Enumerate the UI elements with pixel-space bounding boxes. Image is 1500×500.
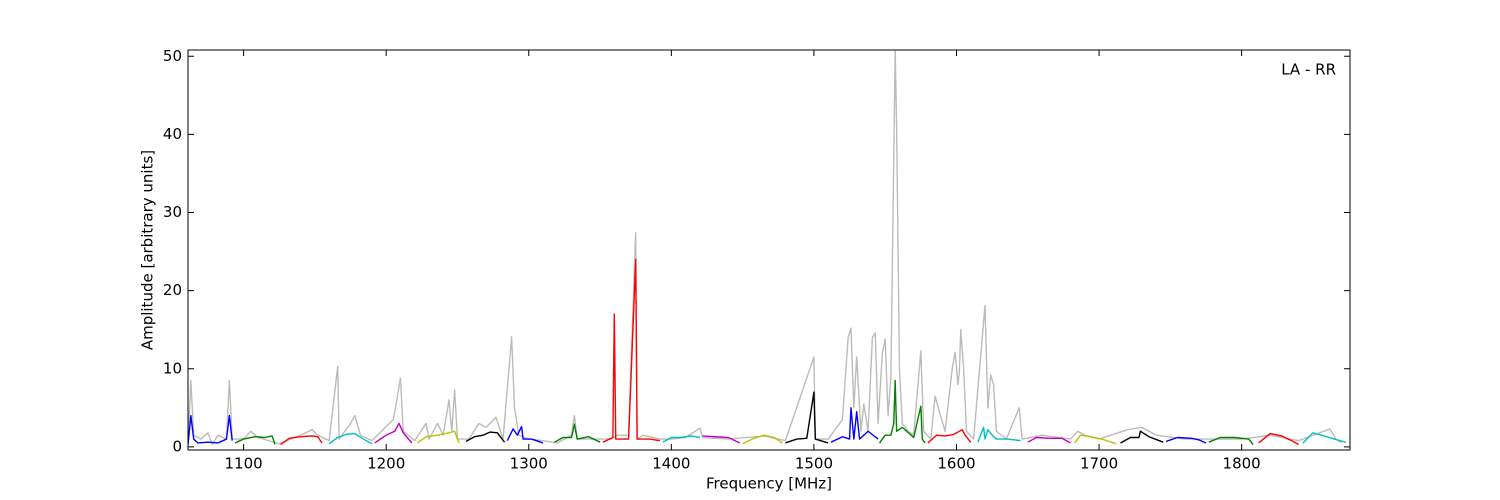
x-tick-label: 1700 [1080,455,1118,473]
data-line [465,431,506,443]
data-line [878,379,926,444]
x-tick-label: 1800 [1223,455,1261,473]
data-line [554,423,601,443]
data-line [742,434,783,445]
y-tick-label: 20 [163,281,182,299]
x-axis-label: Frequency [MHz] [706,475,832,493]
data-line [785,391,829,444]
data-line [1074,434,1117,445]
data-line [702,435,741,444]
x-tick-label: 1300 [510,455,548,473]
y-tick-label: 30 [163,203,182,221]
data-line [1208,436,1254,445]
data-line [234,435,276,445]
data-line [927,428,972,444]
data-line [188,50,1342,446]
data-line [830,407,879,443]
y-tick-label: 0 [172,437,182,455]
annotation: LA - RR [1281,61,1336,79]
data-line [1120,430,1164,444]
x-tick-label: 1500 [795,455,833,473]
x-tick-label: 1400 [652,455,690,473]
x-tick-label: 1100 [225,455,263,473]
data-line [280,435,323,446]
y-tick-label: 40 [163,125,182,143]
y-axis-label: Amplitude [arbitrary units] [139,150,157,350]
y-tick-label: 50 [163,47,182,65]
data-line [188,414,233,445]
data-line [374,422,413,444]
y-tick-label: 10 [163,359,182,377]
data-line [417,430,460,444]
data-line [1258,432,1300,446]
data-line [602,258,661,443]
data-line [328,432,373,445]
plot-area [188,50,1346,446]
data-line [1302,432,1346,444]
data-line [662,435,700,443]
data-line [977,426,1021,443]
data-line [1165,436,1207,444]
axes-frame [187,49,1351,451]
data-line [1027,436,1071,444]
x-tick-label: 1200 [367,455,405,473]
x-tick-label: 1600 [937,455,975,473]
data-line [506,425,544,444]
